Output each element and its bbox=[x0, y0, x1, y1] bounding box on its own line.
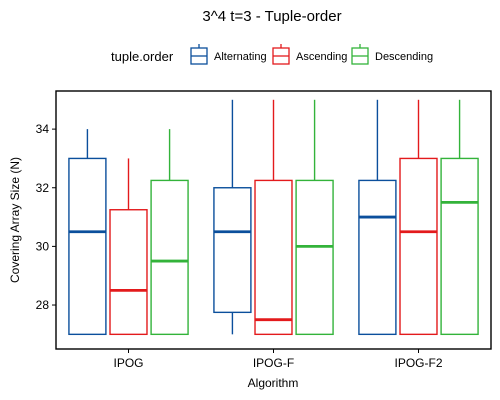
y-axis-title: Covering Array Size (N) bbox=[8, 157, 22, 283]
x-tick-label-ipog-f2: IPOG-F2 bbox=[394, 356, 442, 370]
box-alternating-ipog bbox=[68, 129, 107, 336]
box-ascending-ipog bbox=[109, 158, 148, 336]
legend-label-ascending: Ascending bbox=[296, 51, 347, 63]
box-alternating-ipog-f2 bbox=[358, 99, 397, 336]
box-alternating-ipog-f bbox=[213, 99, 252, 335]
box-body bbox=[213, 187, 252, 314]
box-body bbox=[440, 157, 479, 336]
x-axis: IPOG IPOG-F IPOG-F2 bbox=[113, 349, 443, 370]
box-body bbox=[109, 209, 148, 336]
box-body bbox=[68, 157, 107, 336]
box-descending-ipog bbox=[150, 129, 189, 336]
chart-title: 3^4 t=3 - Tuple-order bbox=[202, 8, 341, 25]
box-body bbox=[399, 157, 438, 336]
y-tick-label: 30 bbox=[36, 239, 50, 253]
legend-title: tuple.order bbox=[111, 49, 174, 64]
box-descending-ipog-f bbox=[295, 99, 334, 336]
y-tick-label: 32 bbox=[36, 181, 50, 195]
box-descending-ipog-f2 bbox=[440, 99, 479, 336]
legend-label-alternating: Alternating bbox=[214, 51, 267, 63]
x-tick-label-ipog: IPOG bbox=[113, 356, 143, 370]
box-ascending-ipog-f2 bbox=[399, 99, 438, 336]
y-tick-label: 34 bbox=[36, 122, 50, 136]
y-tick-label: 28 bbox=[36, 298, 50, 312]
legend: tuple.order Alternating Ascending Descen… bbox=[111, 44, 433, 65]
x-tick-label-ipog-f: IPOG-F bbox=[253, 356, 294, 370]
legend-item-descending: Descending bbox=[351, 44, 433, 65]
box-layer bbox=[68, 99, 479, 336]
legend-label-descending: Descending bbox=[375, 51, 433, 63]
box-body bbox=[150, 179, 189, 336]
x-axis-title: Algorithm bbox=[248, 376, 299, 390]
box-body bbox=[295, 179, 334, 336]
box-body bbox=[358, 179, 397, 336]
y-axis: 28 30 32 34 bbox=[36, 122, 56, 312]
box-ascending-ipog-f bbox=[254, 99, 293, 336]
legend-item-alternating: Alternating bbox=[190, 44, 267, 65]
box-body bbox=[254, 179, 293, 336]
legend-item-ascending: Ascending bbox=[272, 44, 347, 65]
